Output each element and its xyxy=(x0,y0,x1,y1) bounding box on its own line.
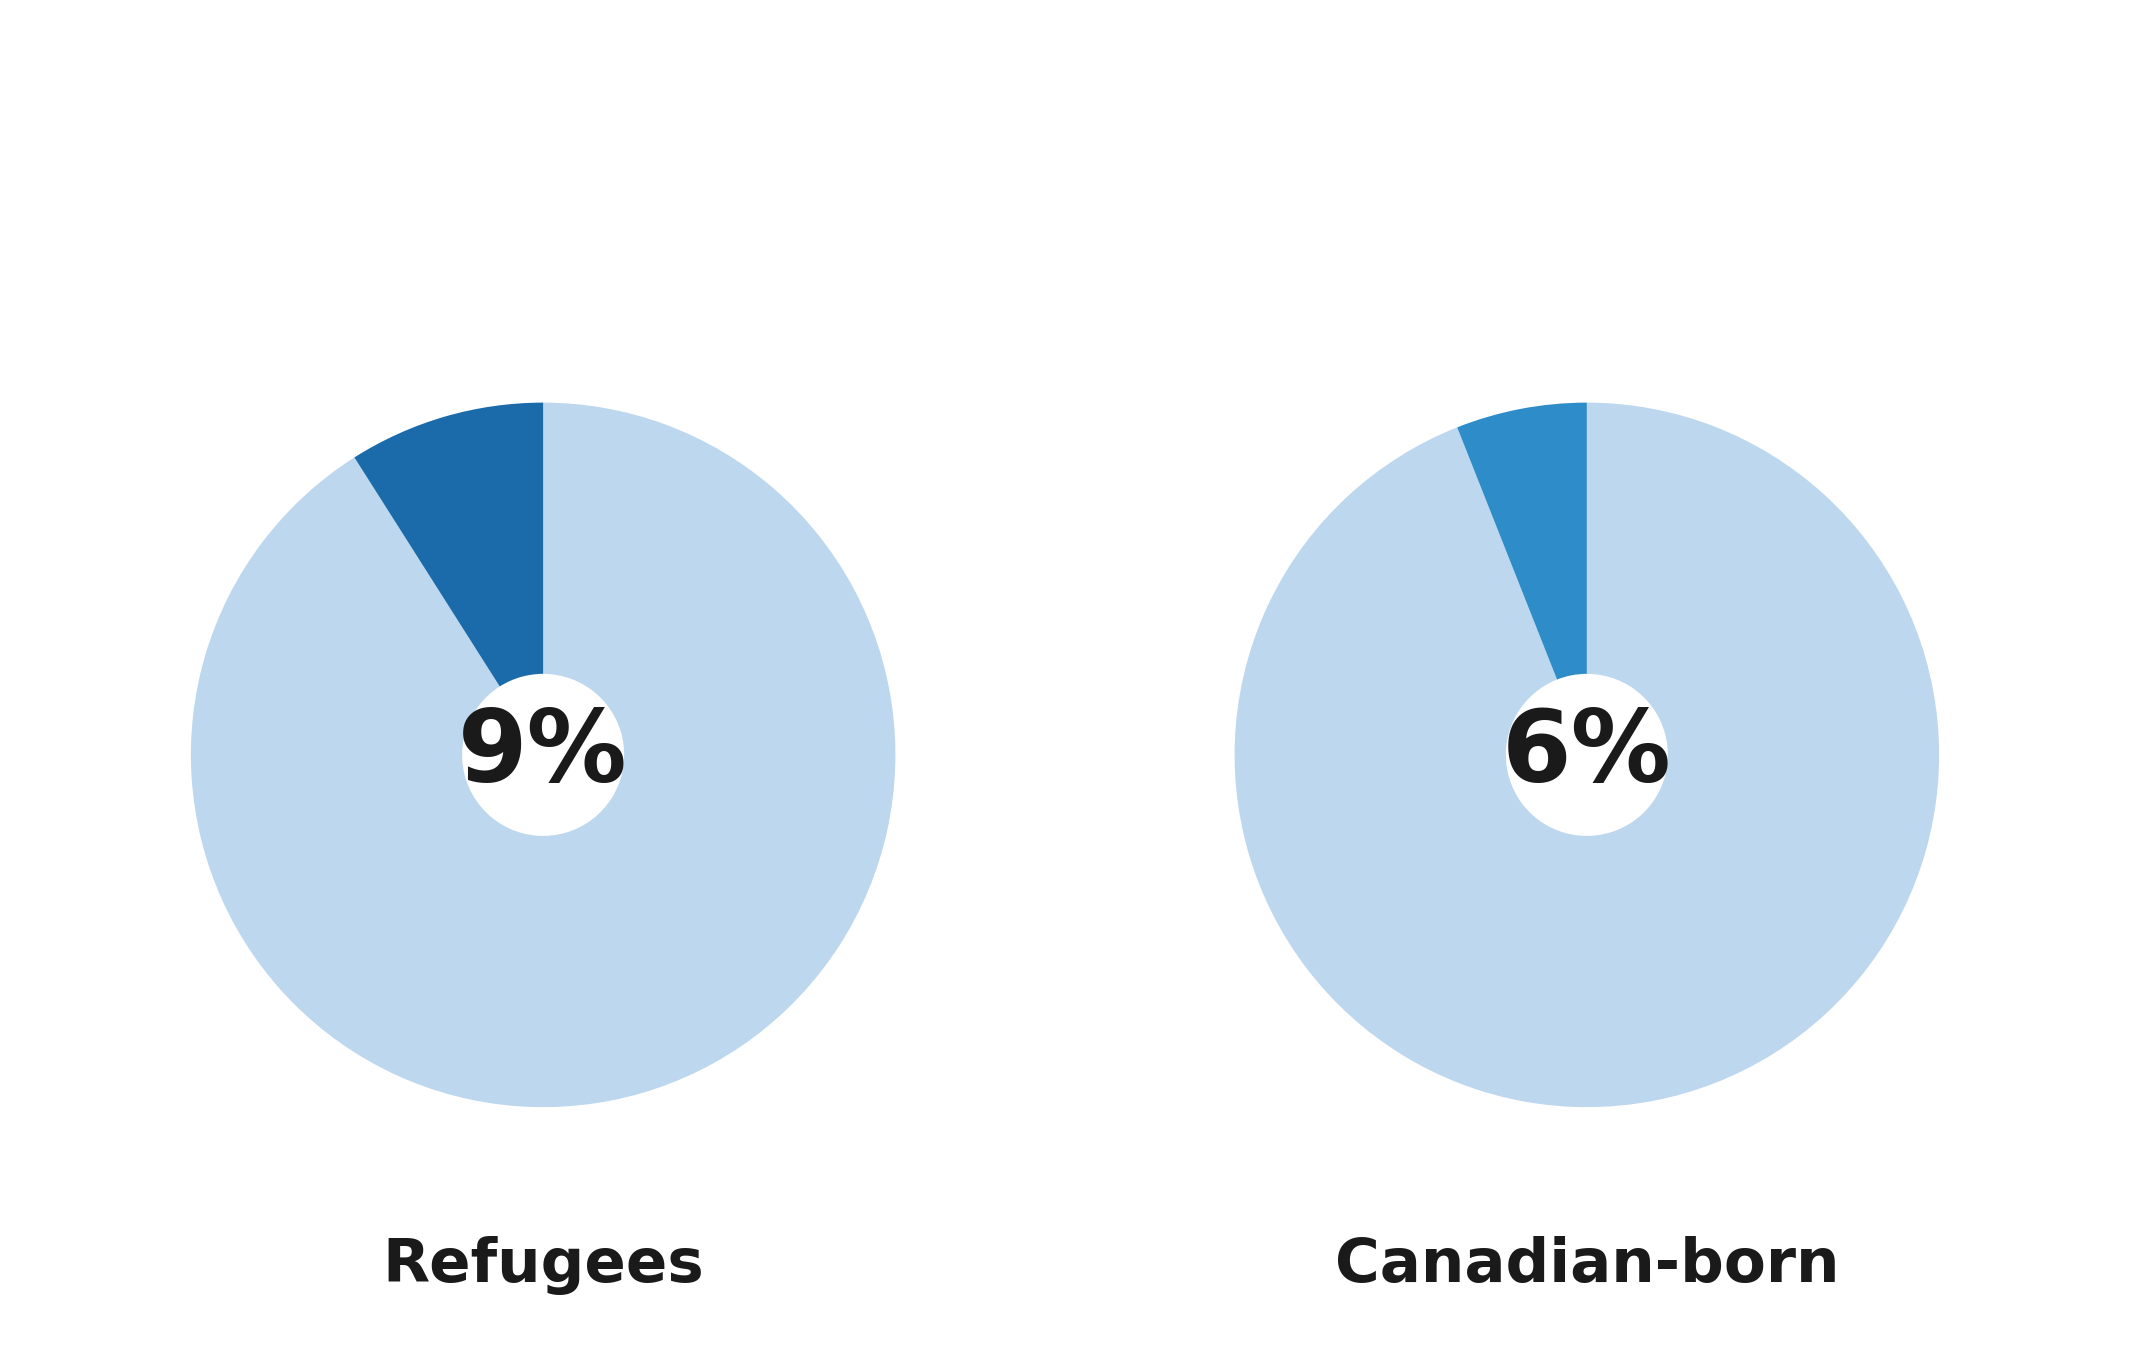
Wedge shape xyxy=(354,403,543,686)
Text: UNEMPLOYMENT RATE: UNEMPLOYMENT RATE xyxy=(784,154,1346,197)
Wedge shape xyxy=(1457,403,1587,679)
Text: 6%: 6% xyxy=(1502,706,1672,803)
Text: Refugees: Refugees xyxy=(381,1236,705,1295)
Wedge shape xyxy=(1235,403,1938,1107)
Text: Canadian-born: Canadian-born xyxy=(1336,1236,1838,1295)
Text: 9%: 9% xyxy=(458,706,628,803)
Wedge shape xyxy=(192,403,895,1107)
